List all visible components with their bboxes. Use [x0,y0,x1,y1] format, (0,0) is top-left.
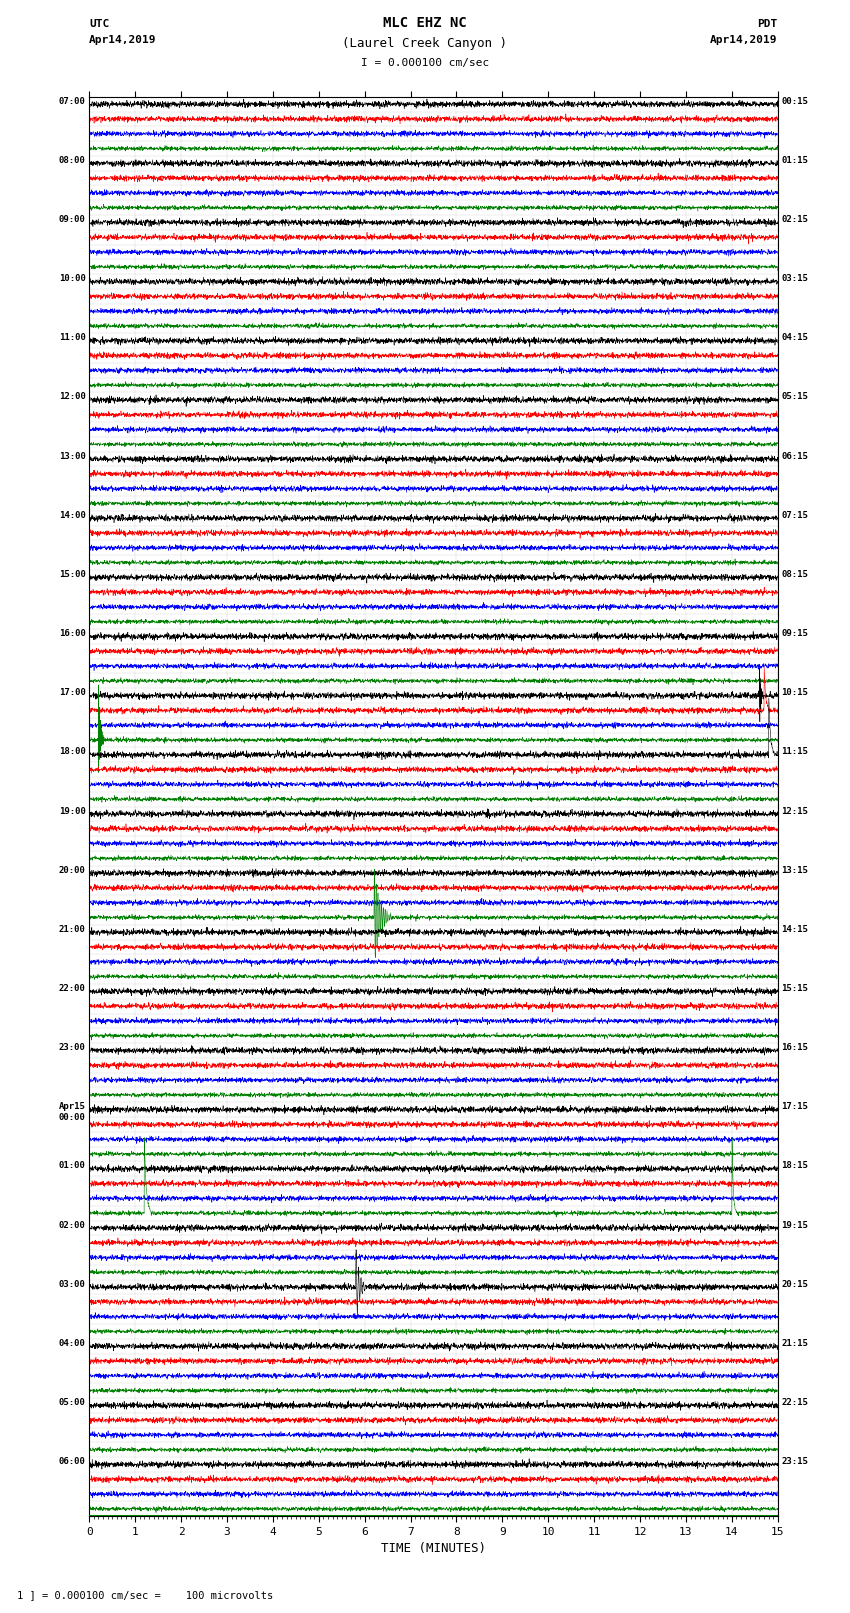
Text: 19:15: 19:15 [781,1221,808,1229]
Text: 06:15: 06:15 [781,452,808,461]
Text: 15:00: 15:00 [59,569,86,579]
Text: 03:15: 03:15 [781,274,808,284]
Text: 18:00: 18:00 [59,747,86,756]
Text: 02:00: 02:00 [59,1221,86,1229]
Text: 05:00: 05:00 [59,1398,86,1407]
Text: 1 ] = 0.000100 cm/sec =    100 microvolts: 1 ] = 0.000100 cm/sec = 100 microvolts [17,1590,273,1600]
Text: 04:00: 04:00 [59,1339,86,1348]
Text: 17:15: 17:15 [781,1102,808,1111]
Text: 11:15: 11:15 [781,747,808,756]
Text: 17:00: 17:00 [59,689,86,697]
Text: 13:00: 13:00 [59,452,86,461]
Text: 05:15: 05:15 [781,392,808,402]
Text: 21:15: 21:15 [781,1339,808,1348]
Text: 07:00: 07:00 [59,97,86,106]
Text: 12:15: 12:15 [781,806,808,816]
Text: 14:00: 14:00 [59,511,86,519]
Text: 09:00: 09:00 [59,215,86,224]
Text: 19:00: 19:00 [59,806,86,816]
Text: 20:15: 20:15 [781,1279,808,1289]
Text: 12:00: 12:00 [59,392,86,402]
Text: Apr15
00:00: Apr15 00:00 [59,1102,86,1121]
Text: 15:15: 15:15 [781,984,808,994]
Text: 07:15: 07:15 [781,511,808,519]
Text: 08:15: 08:15 [781,569,808,579]
Text: Apr14,2019: Apr14,2019 [89,35,156,45]
Text: 01:00: 01:00 [59,1161,86,1171]
Text: UTC: UTC [89,19,110,29]
Text: 23:00: 23:00 [59,1044,86,1052]
Text: Apr14,2019: Apr14,2019 [711,35,778,45]
Text: 16:00: 16:00 [59,629,86,639]
Text: PDT: PDT [757,19,778,29]
Text: 18:15: 18:15 [781,1161,808,1171]
Text: 16:15: 16:15 [781,1044,808,1052]
Text: MLC EHZ NC: MLC EHZ NC [383,16,467,31]
Text: 23:15: 23:15 [781,1457,808,1466]
Text: 03:00: 03:00 [59,1279,86,1289]
X-axis label: TIME (MINUTES): TIME (MINUTES) [381,1542,486,1555]
Text: 21:00: 21:00 [59,924,86,934]
Text: (Laurel Creek Canyon ): (Laurel Creek Canyon ) [343,37,507,50]
Text: 09:15: 09:15 [781,629,808,639]
Text: 14:15: 14:15 [781,924,808,934]
Text: I = 0.000100 cm/sec: I = 0.000100 cm/sec [361,58,489,68]
Text: 02:15: 02:15 [781,215,808,224]
Text: 01:15: 01:15 [781,156,808,165]
Text: 00:15: 00:15 [781,97,808,106]
Text: 08:00: 08:00 [59,156,86,165]
Text: 06:00: 06:00 [59,1457,86,1466]
Text: 22:15: 22:15 [781,1398,808,1407]
Text: 22:00: 22:00 [59,984,86,994]
Text: 20:00: 20:00 [59,866,86,874]
Text: 10:15: 10:15 [781,689,808,697]
Text: 13:15: 13:15 [781,866,808,874]
Text: 04:15: 04:15 [781,334,808,342]
Text: 11:00: 11:00 [59,334,86,342]
Text: 10:00: 10:00 [59,274,86,284]
